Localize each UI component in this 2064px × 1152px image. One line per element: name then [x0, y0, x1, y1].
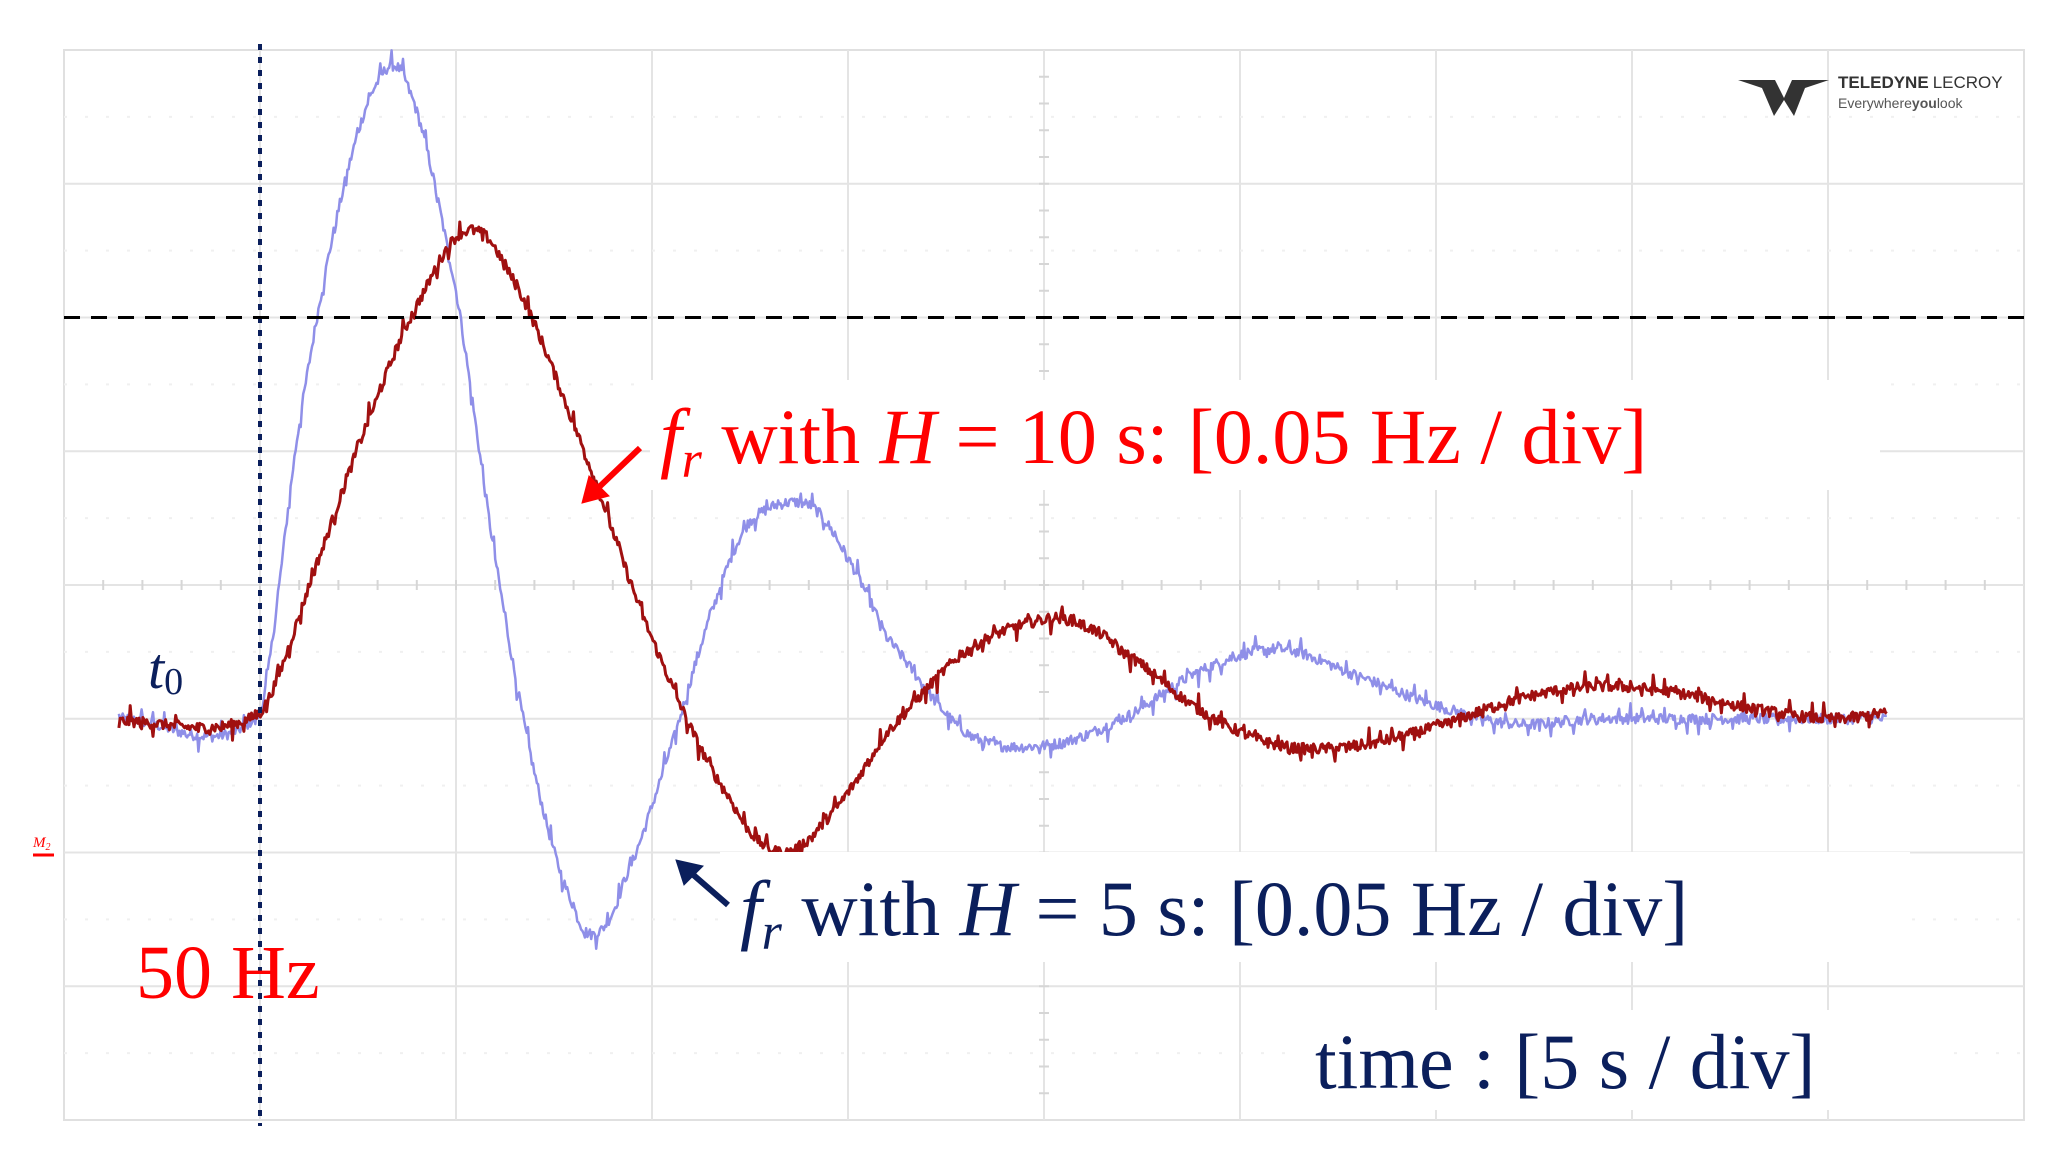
logo-brand-light: LECROY	[1933, 73, 2003, 92]
t0-label-sub: 0	[164, 661, 183, 703]
series-1-arrow	[581, 445, 643, 504]
center-axis-ticks	[102, 75, 1986, 1095]
channel-marker-main: M	[32, 835, 47, 851]
xlabel-bg	[1300, 1010, 1940, 1110]
logo-tagline-a: Everywhere	[1838, 95, 1912, 111]
t0-label: t0	[148, 636, 183, 703]
series-1-label-bg	[650, 380, 1880, 490]
x-axis-label: time : [5 s / div]	[1315, 1018, 1815, 1105]
logo-tagline-b: you	[1912, 95, 1937, 111]
series-2-label-mid: with	[782, 865, 960, 952]
series-1-label-sub: r	[682, 432, 703, 489]
channel-marker-sub: 2	[46, 842, 51, 853]
series-2-label-bg	[720, 852, 1910, 962]
series-2-arrow	[675, 859, 730, 908]
series-2-label-h: H	[959, 865, 1020, 952]
svg-text:Everywhereyoulook: Everywhereyoulook	[1838, 95, 1963, 111]
logo-brand-bold: TELEDYNE	[1838, 73, 1929, 92]
series-line-2	[117, 49, 1887, 951]
logo-wings-icon	[1738, 80, 1829, 116]
series-1-label: fr with H = 10 s: [0.05 Hz / div]	[660, 393, 1647, 489]
series-2-label-sub: r	[762, 904, 783, 961]
logo-tagline-c: look	[1937, 95, 1964, 111]
series-1-label-mid: with	[702, 393, 880, 480]
series-1-label-rest: = 10 s: [0.05 Hz / div]	[936, 393, 1647, 480]
reference-label: 50 Hz	[136, 931, 320, 1015]
teledyne-lecroy-logo: TELEDYNE LECROY Everywhereyoulook	[1738, 73, 2003, 116]
series-line-1	[117, 220, 1888, 866]
series-2-label-rest: = 5 s: [0.05 Hz / div]	[1016, 865, 1688, 952]
series-1-label-h: H	[879, 393, 940, 480]
channel-marker: M2	[32, 835, 51, 853]
series-layer	[117, 49, 1888, 951]
series-2-label: fr with H = 5 s: [0.05 Hz / div]	[740, 865, 1688, 961]
t0-label-main: t	[148, 636, 166, 701]
